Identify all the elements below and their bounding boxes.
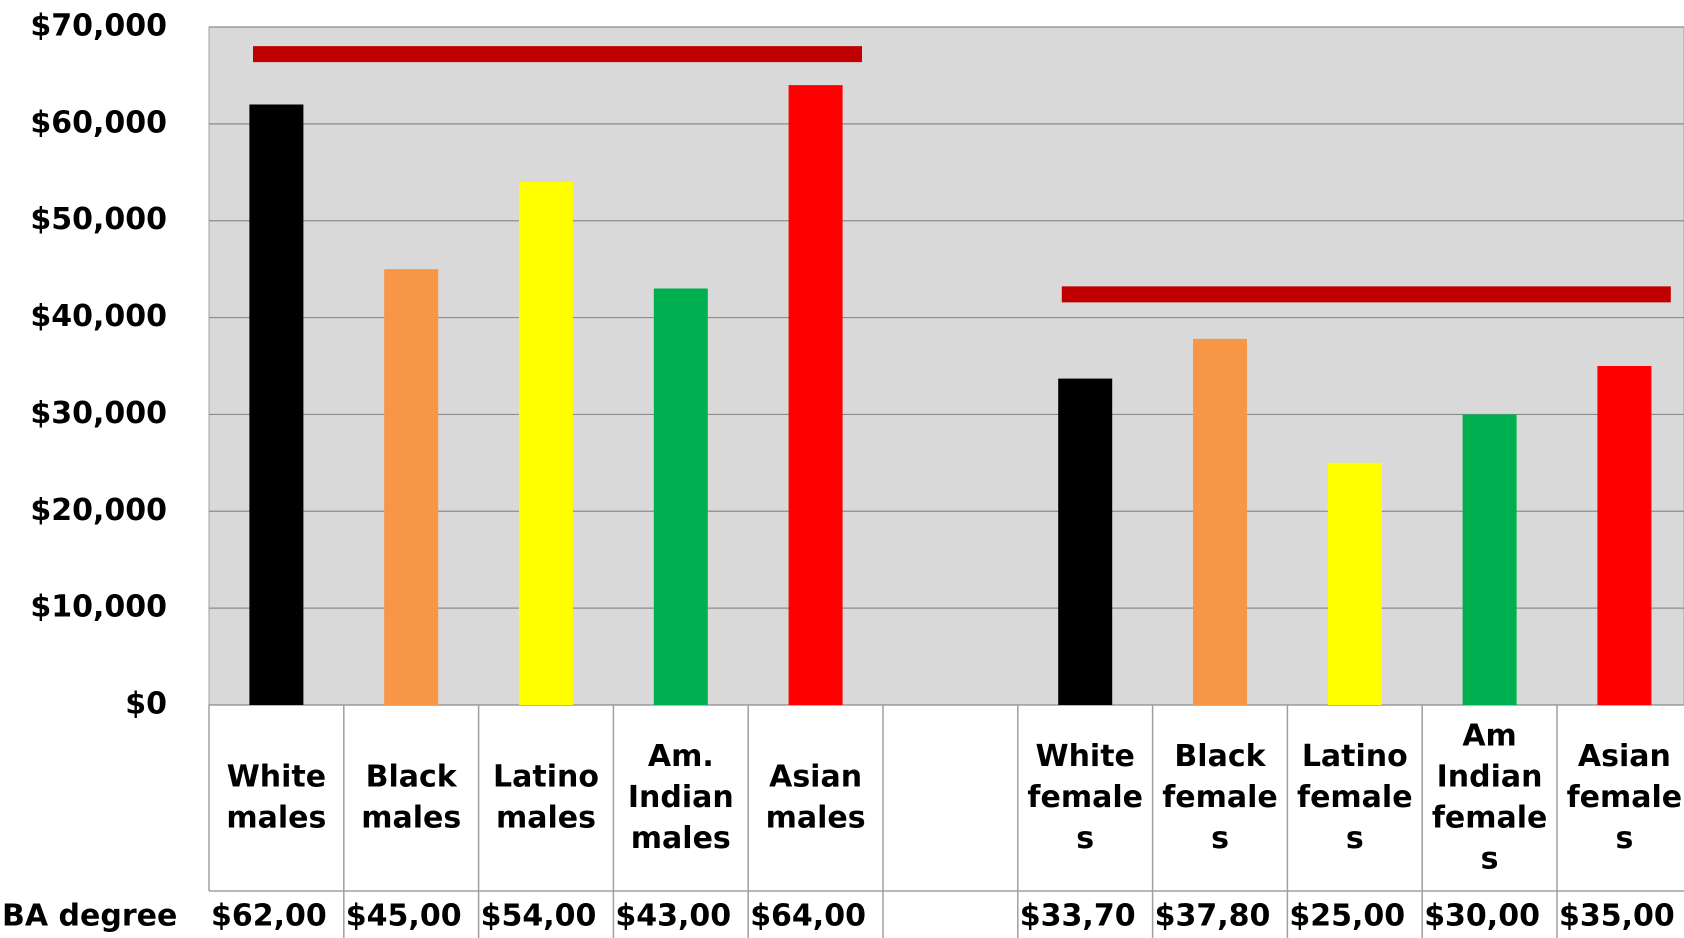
label-line: female [1567, 780, 1683, 815]
x-tick-label: White males [226, 759, 326, 835]
label-line: Indian [628, 780, 734, 815]
label-line: Asian [769, 759, 862, 794]
bar [519, 181, 573, 705]
value-label: $30,00 [1424, 899, 1540, 934]
label-line: female [1027, 780, 1143, 815]
x-tick-label: Asian males [766, 759, 866, 835]
label-line: Asian [1578, 739, 1671, 774]
label-line: males [496, 800, 596, 835]
label-line: s [1211, 821, 1229, 856]
value-label: $25,00 [1289, 899, 1405, 934]
label-line: Indian [1437, 759, 1543, 794]
label-line: males [226, 800, 326, 835]
x-tick-label: Latino males [493, 759, 599, 835]
value-label: $37,80 [1155, 899, 1271, 934]
bar [1058, 378, 1113, 705]
bar [1462, 414, 1517, 705]
plot-area [208, 26, 1684, 706]
label-line: males [766, 800, 866, 835]
x-tick-label: Latino female s [1297, 739, 1413, 856]
y-tick-label: $40,000 [30, 299, 167, 334]
bar [788, 85, 843, 706]
value-label: $54,00 [481, 899, 597, 934]
y-tick-label: $50,000 [30, 202, 167, 237]
value-label: $43,00 [615, 899, 731, 934]
x-tick-label: Am Indian female s [1432, 718, 1548, 876]
series-name: BA degree [2, 899, 177, 934]
bar [384, 269, 439, 705]
label-line: Black [366, 759, 458, 794]
y-tick-label: $70,000 [30, 9, 167, 44]
y-tick-label: $20,000 [30, 493, 167, 528]
label-line: s [1481, 841, 1499, 876]
label-line: White [227, 759, 326, 794]
value-label: $64,00 [750, 899, 866, 934]
y-tick-label: $30,000 [30, 396, 167, 431]
bar [1193, 338, 1247, 705]
y-tick-label: $0 [125, 687, 167, 722]
x-tick-label: Am. Indian males [628, 739, 734, 856]
value-label: $33,70 [1020, 899, 1136, 934]
x-tick-label: Black males [361, 759, 461, 835]
label-line: female [1162, 780, 1278, 815]
label-line: males [361, 800, 461, 835]
bar [653, 288, 708, 705]
label-line: female [1297, 780, 1413, 815]
label-line: Am [1462, 718, 1516, 753]
label-line: Black [1174, 739, 1266, 774]
label-line: female [1432, 800, 1548, 835]
label-line: Latino [1302, 739, 1408, 774]
label-line: White [1035, 739, 1134, 774]
x-tick-label: Asian female s [1567, 739, 1683, 856]
y-tick-label: $60,000 [30, 105, 167, 140]
bar [1327, 462, 1382, 705]
label-line: Am. [648, 739, 714, 774]
bar [249, 104, 304, 705]
label-line: s [1076, 821, 1094, 856]
x-tick-label: Black female s [1162, 739, 1278, 856]
x-tick-label: White female s [1027, 739, 1143, 856]
label-line: s [1346, 821, 1364, 856]
label-line: males [631, 821, 731, 856]
y-tick-label: $10,000 [30, 590, 167, 625]
label-line: Latino [493, 759, 599, 794]
value-label: $35,00 [1559, 899, 1675, 934]
label-line: s [1615, 821, 1633, 856]
bar [1597, 366, 1652, 705]
value-label: $62,00 [211, 899, 327, 934]
value-label: $45,00 [346, 899, 462, 934]
